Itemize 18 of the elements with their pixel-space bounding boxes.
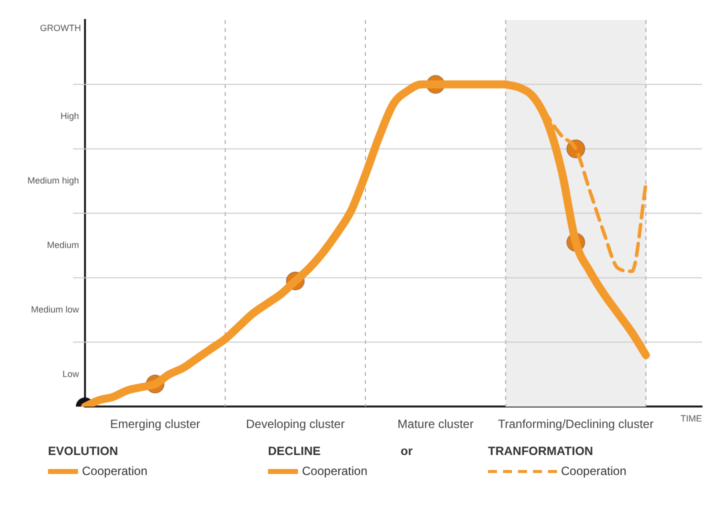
ref-line-label: High <box>60 111 79 122</box>
x-tick-label: Developing cluster <box>246 417 345 432</box>
x-axis-title: TIME <box>680 414 702 424</box>
legend-label: Cooperation <box>82 464 148 478</box>
ref-line-label: Medium <box>46 240 79 250</box>
legend-label: Cooperation <box>561 464 626 478</box>
text: GROWTH <box>40 22 81 33</box>
x-tick-label: Emerging cluster <box>110 417 200 432</box>
text: or <box>400 444 413 458</box>
ref-line-label: Medium low <box>30 304 80 314</box>
text: DECLINE <box>268 444 321 458</box>
text: EVOLUTION <box>48 444 118 458</box>
x-tick-label: Mature cluster <box>398 417 474 432</box>
x-tick-label: Tranforming/Declining cluster <box>498 417 654 432</box>
text: TRANFORMATION <box>488 444 594 458</box>
ref-line-label: Medium high <box>27 176 79 186</box>
legend-label: Cooperation <box>302 464 368 478</box>
ref-line-label: Low <box>62 368 80 379</box>
